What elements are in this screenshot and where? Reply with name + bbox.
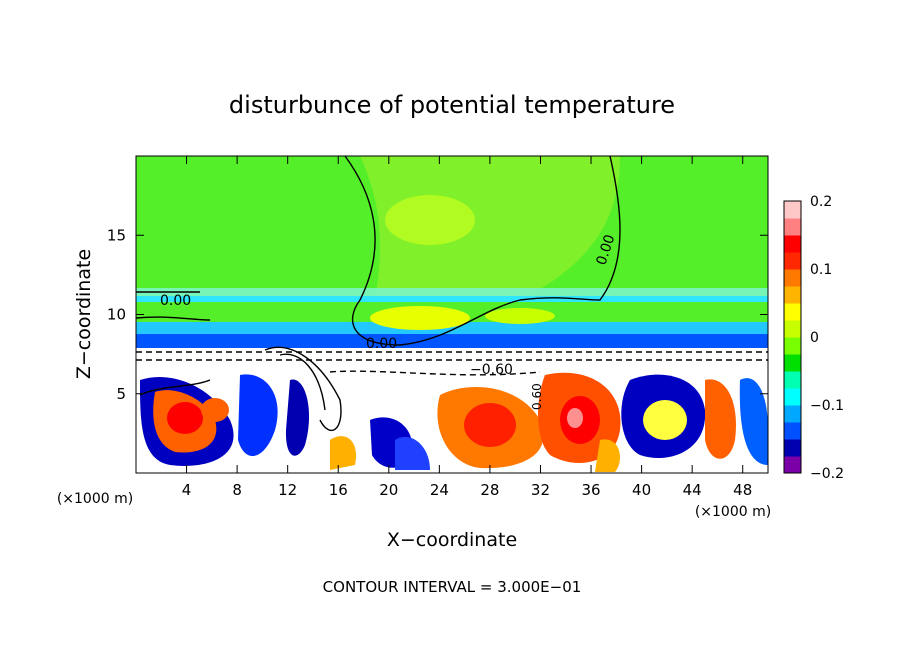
contour-interval-footer: CONTOUR INTERVAL = 3.000E−01 xyxy=(323,578,582,596)
colorbar-frame xyxy=(783,200,802,474)
colorbar-swatch xyxy=(784,439,801,457)
y-axis-title: Z−coordinate xyxy=(73,249,95,379)
contour-lines xyxy=(136,156,768,432)
chart-title: disturbunce of potential temperature xyxy=(229,91,675,119)
tropopause-cyan xyxy=(136,296,768,302)
x-tick-label: 40 xyxy=(632,481,651,499)
contour-zero xyxy=(344,156,621,346)
x-tick-label: 28 xyxy=(480,481,499,499)
colorbar-swatch xyxy=(784,218,801,236)
x-unit-label-left: (×1000 m) xyxy=(57,491,133,507)
contour-label-neg: −0.60 xyxy=(470,362,513,378)
contour-label-pos: 0.60 xyxy=(530,383,544,410)
colorbar-swatch xyxy=(784,337,801,355)
contour-zero-left-2 xyxy=(136,316,211,321)
x-axis-title: X−coordinate xyxy=(387,529,517,551)
contour-label-center: 0.00 xyxy=(366,336,397,352)
contour-label-left: 0.00 xyxy=(160,293,191,309)
x-tick-label: 8 xyxy=(232,481,242,499)
x-tick-label: 44 xyxy=(683,481,702,499)
contour-plume xyxy=(264,346,342,432)
colorbar-swatch xyxy=(784,405,801,423)
contour-labels: 0.00 0.00 0.00 −0.60 0.60 xyxy=(160,233,618,410)
colorbar-tick-label: −0.2 xyxy=(810,466,844,482)
colorbar-tick-label: 0.2 xyxy=(810,194,832,210)
x-tick-label: 32 xyxy=(531,481,550,499)
positive-anomaly-band xyxy=(360,156,620,300)
colorbar-swatch xyxy=(784,354,801,372)
x-tick-label: 16 xyxy=(329,481,348,499)
convective-patches xyxy=(140,372,768,472)
inversion-blue xyxy=(136,334,768,348)
colorbar-swatch xyxy=(784,456,801,474)
x-tick-label: 36 xyxy=(581,481,600,499)
x-tick-label: 20 xyxy=(379,481,398,499)
colorbar-swatch xyxy=(784,388,801,406)
colorbar-tick-label: 0.1 xyxy=(810,262,832,278)
z-tick-label: 15 xyxy=(107,226,126,244)
colorbar-swatch xyxy=(784,422,801,440)
x-unit-label-right: (×1000 m) xyxy=(695,504,771,520)
yellow-core-2 xyxy=(485,308,555,324)
yellow-core xyxy=(370,306,470,330)
contour-neg-3 xyxy=(329,370,541,376)
x-tick-label: 12 xyxy=(278,481,297,499)
colorbar-swatch xyxy=(784,286,801,304)
x-tick-label: 48 xyxy=(733,481,752,499)
x-axis: 4 8 12 16 20 24 28 32 36 40 44 48 xyxy=(182,156,752,499)
colorbar-swatch xyxy=(784,320,801,338)
colorbar-swatch xyxy=(784,303,801,321)
positive-anomaly-core xyxy=(385,195,475,245)
colorbar-swatch xyxy=(784,235,801,253)
colorbar-swatch xyxy=(784,252,801,270)
z-axis: 5 10 15 xyxy=(107,226,768,403)
x-tick-label: 4 xyxy=(182,481,192,499)
plot-field xyxy=(136,156,768,473)
colorbar: 0.2 0.1 0 −0.1 −0.2 xyxy=(783,194,844,482)
colorbar-swatch xyxy=(784,371,801,389)
colorbar-swatch xyxy=(784,269,801,287)
x-tick-label: 24 xyxy=(430,481,449,499)
contour-pos-1 xyxy=(139,379,211,396)
z-tick-label: 5 xyxy=(116,385,126,403)
z-tick-label: 10 xyxy=(107,306,126,324)
contour-plume-2 xyxy=(279,353,326,411)
colorbar-tick-label: 0 xyxy=(810,330,819,346)
colorbar-swatch xyxy=(784,201,801,219)
colorbar-tick-label: −0.1 xyxy=(810,398,844,414)
